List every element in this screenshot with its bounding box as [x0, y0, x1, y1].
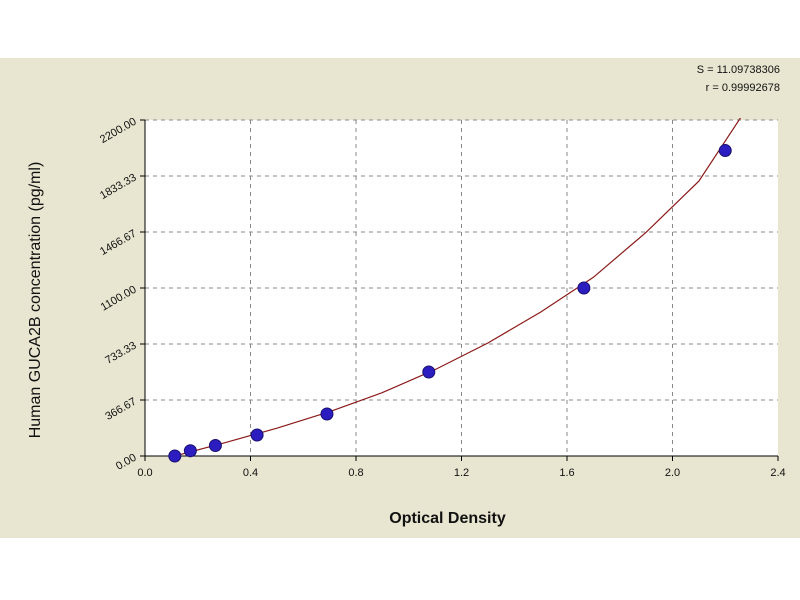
x-tick-label: 0.8: [348, 467, 363, 479]
y-tick-label: 366.67: [103, 396, 138, 423]
x-tick-label: 2.0: [665, 467, 680, 479]
x-tick-label: 1.2: [454, 467, 469, 479]
data-point: [422, 365, 436, 379]
data-point: [718, 144, 732, 158]
x-tick-label: 0.0: [137, 467, 152, 479]
y-tick-label: 0.00: [114, 452, 139, 473]
y-tick-label: 733.33: [103, 340, 138, 367]
data-point: [168, 449, 182, 463]
x-tick-label: 1.6: [559, 467, 574, 479]
y-tick-label: 1833.33: [98, 172, 138, 202]
fit-r-statistic: r = 0.99992678: [705, 82, 780, 94]
data-point: [577, 281, 591, 295]
data-point: [208, 438, 222, 452]
data-point: [250, 428, 264, 442]
x-axis-title: Optical Density: [389, 510, 506, 527]
y-axis-title: Human GUCA2B concentration (pg/ml): [27, 162, 44, 439]
data-point: [183, 444, 197, 458]
fit-s-statistic: S = 11.09738306: [696, 64, 780, 76]
fitted-curve: [174, 118, 742, 456]
x-tick-label: 2.4: [770, 467, 785, 479]
y-tick-label: 1466.67: [98, 228, 138, 258]
y-tick-label: 2200.00: [98, 116, 138, 146]
y-tick-label: 1100.00: [99, 284, 139, 314]
data-point: [320, 407, 334, 421]
chart-figure: 0.0 0.4 0.8 1.2 1.6 2.0 2.4 0.00 366.67 733.33 110…: [0, 58, 800, 538]
x-tick-label: 0.4: [243, 467, 258, 479]
chart-svg: 0.0 0.4 0.8 1.2 1.6 2.0 2.4 0.00 366.67 733.33 110…: [27, 116, 786, 527]
